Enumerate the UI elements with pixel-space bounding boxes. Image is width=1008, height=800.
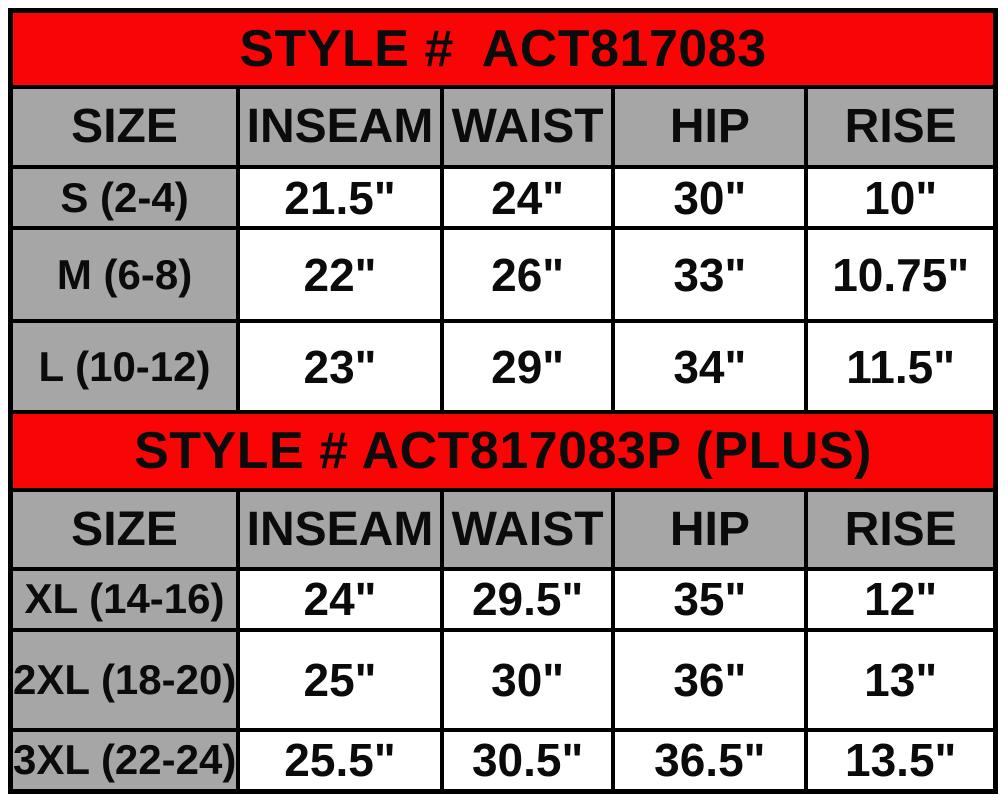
size-label-2xl: 2XL (18-20) xyxy=(8,628,241,732)
cell-l-waist: 29" xyxy=(439,319,616,415)
column-header-hip-2: HIP xyxy=(611,487,809,571)
cell-3xl-inseam: 25.5" xyxy=(236,727,444,794)
cell-s-rise: 10" xyxy=(804,164,998,231)
column-header-hip-1: HIP xyxy=(611,84,809,170)
column-header-rise-1: RISE xyxy=(804,84,998,170)
cell-3xl-waist: 30.5" xyxy=(439,727,616,794)
column-header-inseam-1: INSEAM xyxy=(236,84,444,170)
size-label-l: L (10-12) xyxy=(8,319,241,415)
column-header-inseam-2: INSEAM xyxy=(236,487,444,571)
column-header-waist-1: WAIST xyxy=(439,84,616,170)
cell-2xl-waist: 30" xyxy=(439,628,616,732)
style-title-row-2: STYLE # ACT817083P (PLUS) xyxy=(8,410,998,492)
table-row-s: S (2-4) 21.5" 24" 30" 10" xyxy=(8,164,998,231)
style-title-1: STYLE # ACT817083 xyxy=(8,8,998,89)
cell-l-inseam: 23" xyxy=(236,319,444,415)
size-label-3xl: 3XL (22-24) xyxy=(8,727,241,794)
size-label-m: M (6-8) xyxy=(8,226,241,324)
column-header-size-1: SIZE xyxy=(8,84,241,170)
column-header-rise-2: RISE xyxy=(804,487,998,571)
cell-xl-inseam: 24" xyxy=(236,566,444,633)
cell-2xl-hip: 36" xyxy=(611,628,809,732)
cell-m-hip: 33" xyxy=(611,226,809,324)
cell-s-waist: 24" xyxy=(439,164,616,231)
cell-3xl-rise: 13.5" xyxy=(804,727,998,794)
column-header-row-2: SIZE INSEAM WAIST HIP RISE xyxy=(8,487,998,571)
cell-s-hip: 30" xyxy=(611,164,809,231)
column-header-row-1: SIZE INSEAM WAIST HIP RISE xyxy=(8,84,998,170)
size-label-s: S (2-4) xyxy=(8,164,241,231)
cell-m-waist: 26" xyxy=(439,226,616,324)
cell-xl-hip: 35" xyxy=(611,566,809,633)
table-row-m: M (6-8) 22" 26" 33" 10.75" xyxy=(8,226,998,324)
table-row-3xl: 3XL (22-24) 25.5" 30.5" 36.5" 13.5" xyxy=(8,727,998,794)
table-row-l: L (10-12) 23" 29" 34" 11.5" xyxy=(8,319,998,415)
cell-s-inseam: 21.5" xyxy=(236,164,444,231)
cell-l-rise: 11.5" xyxy=(804,319,998,415)
cell-2xl-rise: 13" xyxy=(804,628,998,732)
cell-m-inseam: 22" xyxy=(236,226,444,324)
cell-xl-waist: 29.5" xyxy=(439,566,616,633)
cell-l-hip: 34" xyxy=(611,319,809,415)
table-row-xl: XL (14-16) 24" 29.5" 35" 12" xyxy=(8,566,998,633)
cell-m-rise: 10.75" xyxy=(804,226,998,324)
column-header-waist-2: WAIST xyxy=(439,487,616,571)
column-header-size-2: SIZE xyxy=(8,487,241,571)
cell-2xl-inseam: 25" xyxy=(236,628,444,732)
style-title-2: STYLE # ACT817083P (PLUS) xyxy=(8,410,998,492)
table-row-2xl: 2XL (18-20) 25" 30" 36" 13" xyxy=(8,628,998,732)
size-label-xl: XL (14-16) xyxy=(8,566,241,633)
cell-xl-rise: 12" xyxy=(804,566,998,633)
style-title-row-1: STYLE # ACT817083 xyxy=(8,8,998,89)
cell-3xl-hip: 36.5" xyxy=(611,727,809,794)
size-chart-table: STYLE # ACT817083 SIZE INSEAM WAIST HIP … xyxy=(8,8,998,794)
